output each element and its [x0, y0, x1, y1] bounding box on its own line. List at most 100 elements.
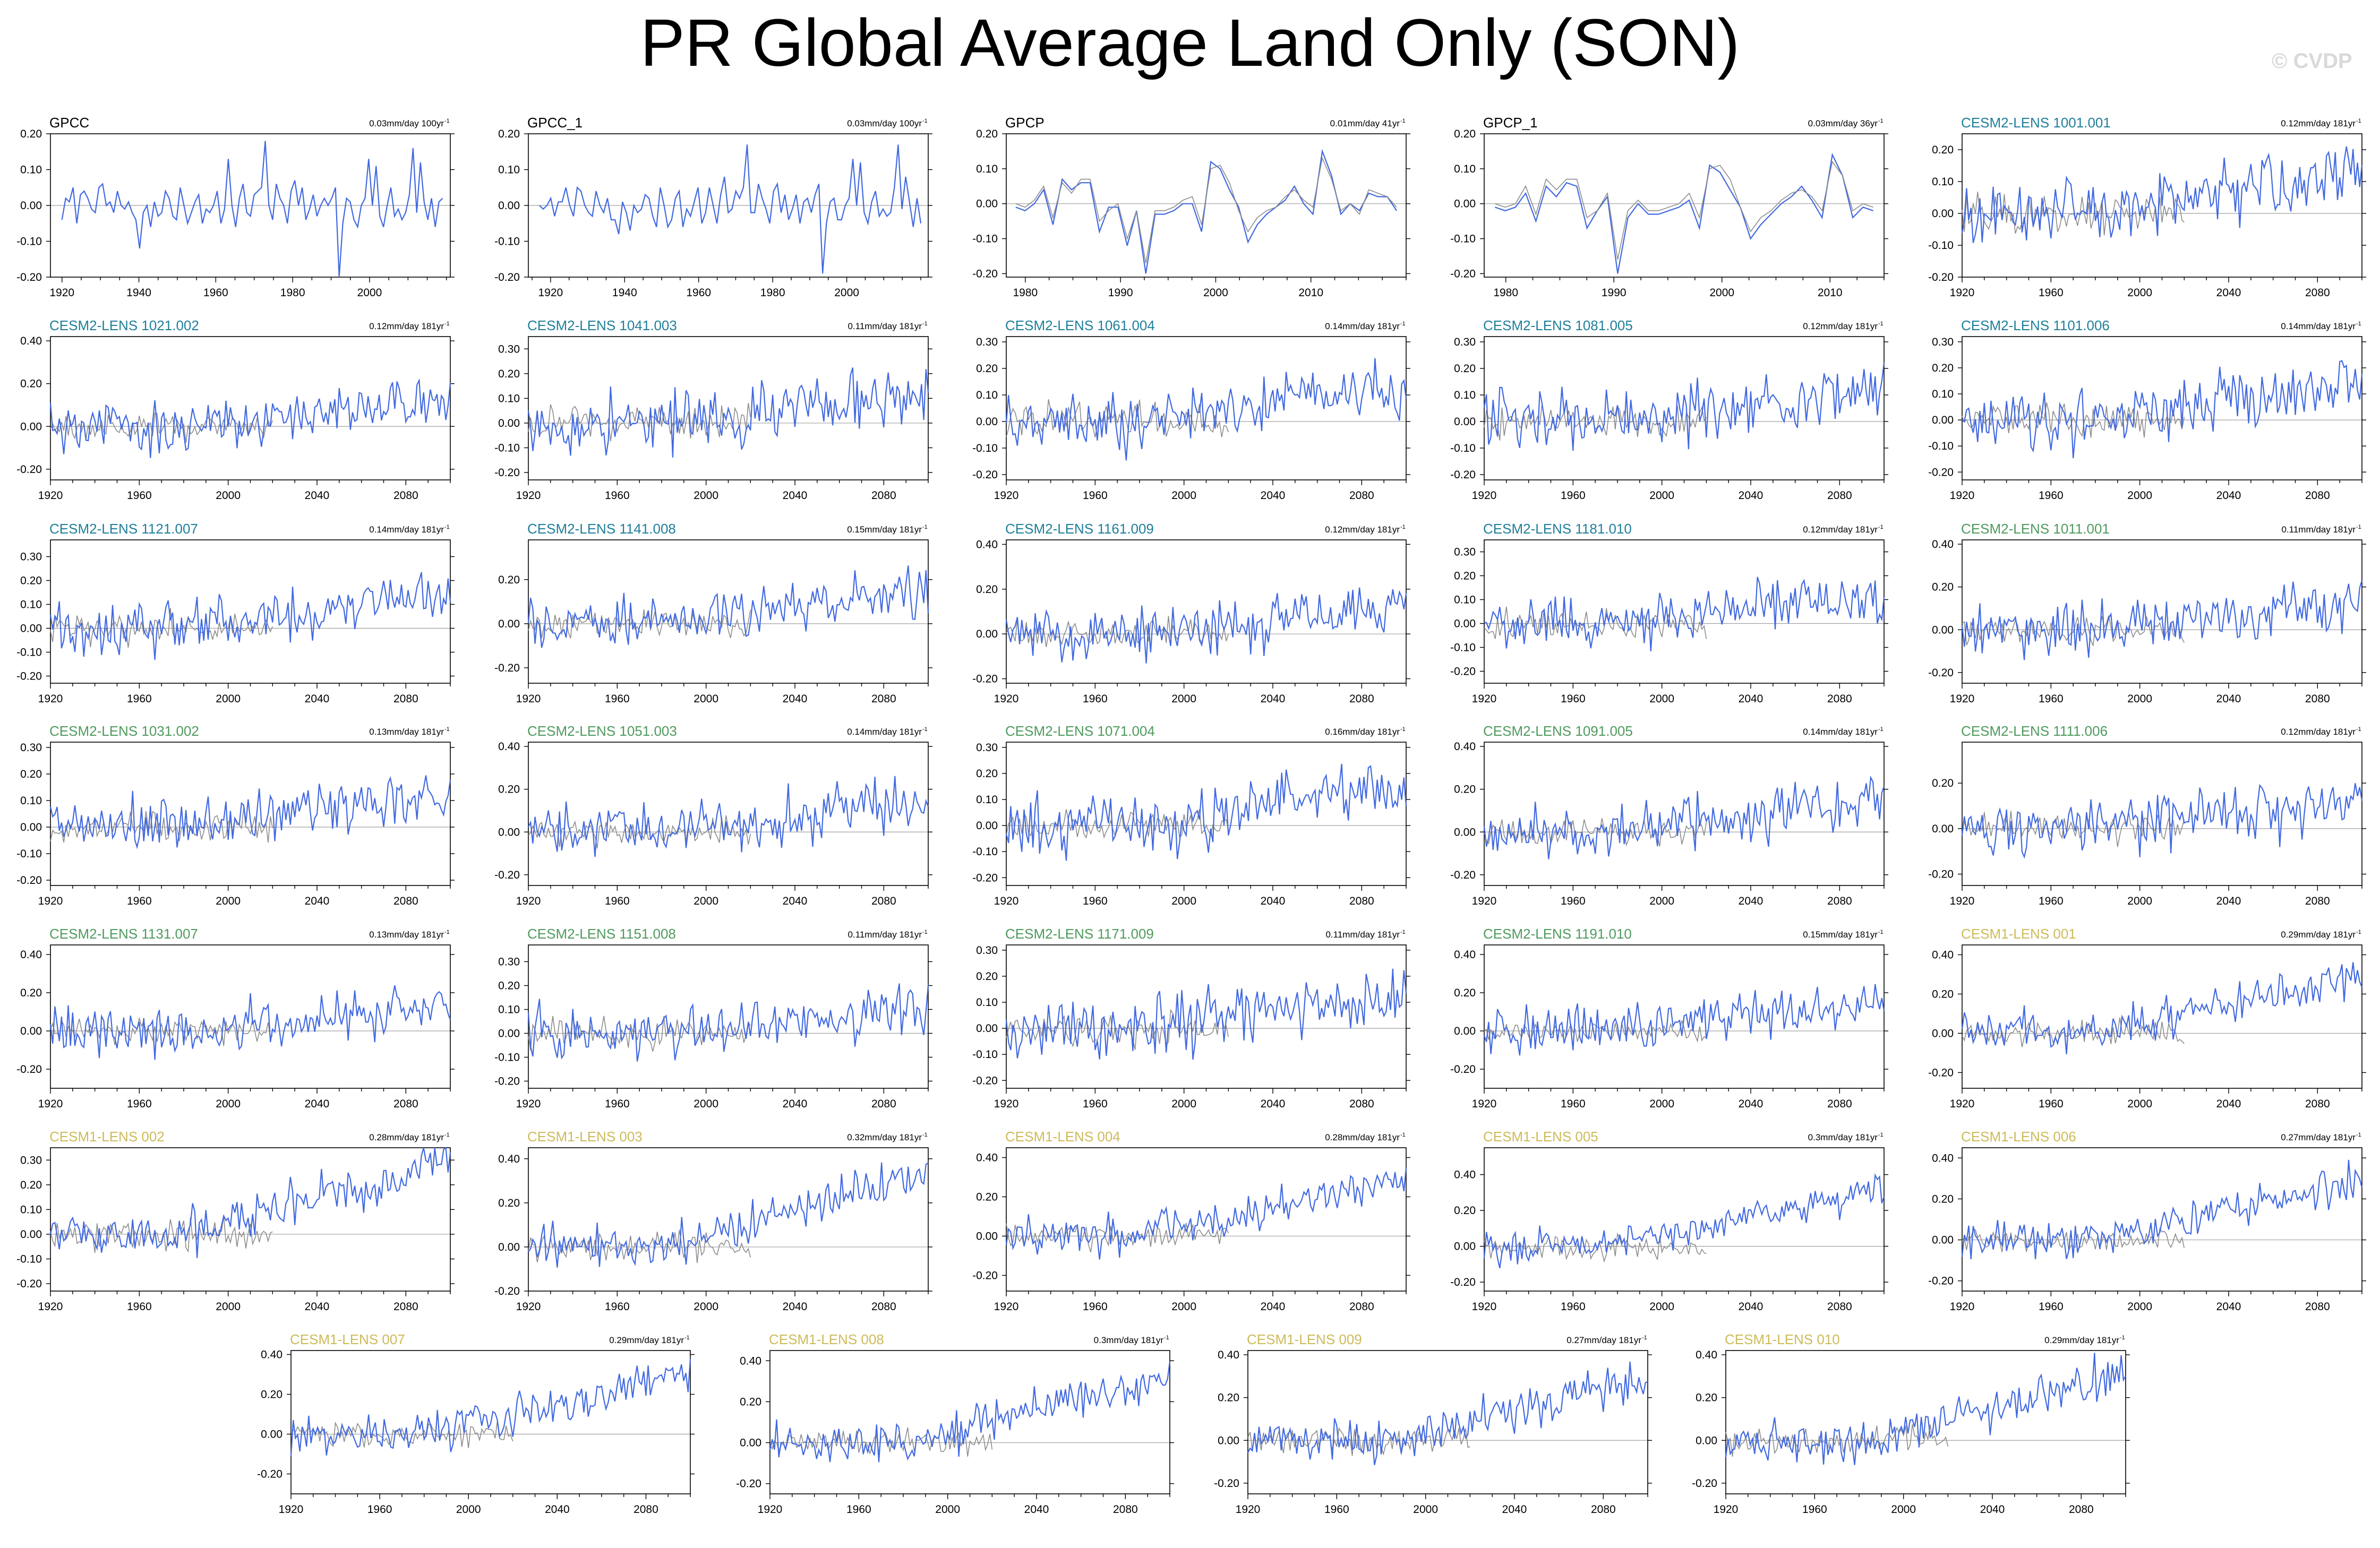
x-tick-label: 2000	[216, 895, 241, 907]
observed-series-line	[50, 1017, 273, 1046]
y-tick-label: 0.20	[976, 1191, 998, 1203]
y-tick-label: 0.20	[1218, 1392, 1239, 1404]
panel-title: CESM1-LENS 001	[1961, 926, 2076, 942]
x-tick-label: 2000	[1709, 287, 1734, 299]
plot-frame	[1484, 336, 1885, 480]
x-tick-label: 1960	[2039, 489, 2064, 502]
y-tick-label: 0.10	[1454, 594, 1476, 606]
observed-series-line	[528, 403, 751, 442]
series-line	[1247, 1361, 1648, 1465]
x-tick-label: 1960	[127, 693, 152, 705]
x-tick-label: 1920	[516, 895, 541, 907]
x-tick-label: 2000	[1649, 1301, 1674, 1313]
x-tick-label: 2040	[783, 1098, 808, 1110]
trend-label: 0.03mm/day 100yr	[369, 118, 444, 128]
panel-title: CESM2-LENS 1011.001	[1961, 521, 2110, 537]
x-tick-label: 2000	[456, 1503, 481, 1516]
series-line	[1484, 577, 1885, 651]
x-tick-label: 2040	[2216, 1301, 2241, 1313]
x-tick-label: 1960	[1083, 489, 1108, 502]
x-tick-label: 2080	[393, 489, 418, 502]
trend-label: 0.28mm/day 181yr	[1325, 1132, 1400, 1142]
y-tick-label: -0.20	[1450, 1276, 1476, 1288]
x-tick-label: 2000	[1649, 1098, 1674, 1110]
panel-title: CESM1-LENS 002	[49, 1129, 165, 1145]
plot-frame	[528, 1147, 929, 1292]
y-tick-label: 0.00	[498, 1028, 520, 1040]
x-tick-label: 1920	[994, 1098, 1019, 1110]
x-tick-label: 2080	[1591, 1503, 1616, 1516]
y-tick-label: -0.10	[1928, 239, 1954, 252]
panel-title: GPCP	[1005, 115, 1045, 131]
chart-panel: CESM1-LENS 007 0.29mm/day 181yr -1 -0.20 0.0…	[257, 1331, 695, 1516]
y-tick-label: -0.20	[494, 869, 520, 881]
x-tick-label: 2080	[1827, 1098, 1852, 1110]
chart-panel: GPCP_1 0.03mm/day 36yr -1 -0.20 -0.10 0.00 0.1…	[1450, 115, 1888, 299]
panel-title: CESM1-LENS 008	[769, 1331, 884, 1347]
x-tick-label: 1920	[38, 895, 63, 907]
x-tick-label: 2080	[2305, 895, 2330, 907]
panel-title: CESM1-LENS 007	[290, 1331, 405, 1347]
chart-panel: CESM2-LENS 1111.006 0.12mm/day 181yr -1 -0.…	[1928, 723, 2366, 907]
observed-series-line	[528, 609, 751, 639]
y-tick-label: 0.40	[1932, 538, 1954, 551]
y-tick-label: -0.20	[494, 662, 520, 674]
y-tick-label: 0.20	[20, 1179, 42, 1191]
x-tick-label: 2040	[1739, 489, 1763, 502]
x-tick-label: 1960	[1083, 1301, 1108, 1313]
y-tick-label: 0.10	[20, 599, 42, 611]
trend-exponent: -1	[444, 929, 450, 935]
y-tick-label: 0.30	[20, 1154, 42, 1166]
x-tick-label: 2040	[2216, 693, 2241, 705]
y-tick-label: 0.30	[498, 343, 520, 355]
y-tick-label: 0.20	[498, 574, 520, 586]
y-tick-label: 0.00	[1454, 198, 1476, 210]
x-tick-label: 2000	[1171, 1098, 1196, 1110]
y-tick-label: 0.00	[20, 1025, 42, 1037]
trend-exponent: -1	[1400, 1132, 1406, 1138]
trend-label: 0.11mm/day 181yr	[847, 321, 922, 331]
x-tick-label: 1920	[1472, 693, 1497, 705]
y-tick-label: 0.40	[740, 1355, 761, 1367]
chart-panel: GPCC_1 0.03mm/day 100yr -1 -0.20 -0.10 0.00 0.…	[494, 115, 932, 299]
observed-series-line	[1962, 192, 2185, 236]
y-tick-label: -0.10	[16, 236, 42, 248]
y-tick-label: -0.10	[1928, 440, 1954, 452]
x-tick-label: 1940	[612, 287, 637, 299]
x-tick-label: 2080	[393, 1301, 418, 1313]
x-tick-label: 2080	[871, 1301, 896, 1313]
y-tick-label: -0.10	[16, 647, 42, 659]
x-tick-label: 1920	[1472, 1301, 1497, 1313]
series-line	[49, 1146, 451, 1258]
trend-exponent: -1	[1400, 929, 1406, 935]
y-tick-label: -0.20	[16, 874, 42, 887]
x-tick-label: 1980	[1493, 287, 1518, 299]
x-tick-label: 2080	[393, 693, 418, 705]
x-tick-label: 1990	[1602, 287, 1626, 299]
trend-label: 0.13mm/day 181yr	[369, 930, 444, 940]
trend-label: 0.14mm/day 181yr	[847, 727, 922, 737]
y-tick-label: 0.00	[976, 628, 998, 640]
y-tick-label: -0.10	[494, 442, 520, 454]
chart-panel: CESM1-LENS 010 0.29mm/day 181yr -1 -0.20 0.0…	[1692, 1331, 2130, 1516]
trend-label: 0.11mm/day 181yr	[2281, 524, 2356, 535]
x-tick-label: 1920	[38, 693, 63, 705]
y-tick-label: 0.00	[1932, 1027, 1954, 1039]
y-tick-label: 0.20	[976, 583, 998, 596]
series-line	[1961, 146, 2363, 243]
series-line	[49, 378, 451, 458]
plot-frame	[528, 742, 929, 886]
x-tick-label: 1960	[605, 895, 630, 907]
y-tick-label: 0.40	[261, 1349, 282, 1361]
panel-title: CESM2-LENS 1161.009	[1005, 521, 1154, 537]
trend-label: 0.12mm/day 181yr	[2281, 727, 2356, 737]
trend-label: 0.14mm/day 181yr	[1803, 727, 1878, 737]
chart-panel: CESM2-LENS 1031.002 0.13mm/day 181yr -1 -0.…	[16, 723, 455, 907]
y-tick-label: -0.20	[16, 1278, 42, 1290]
series-line	[539, 144, 922, 274]
trend-label: 0.15mm/day 181yr	[847, 524, 922, 535]
y-tick-label: 0.20	[1932, 777, 1954, 789]
x-tick-label: 1920	[1950, 287, 1975, 299]
series-line	[1483, 775, 1885, 859]
trend-exponent: -1	[2356, 524, 2361, 530]
